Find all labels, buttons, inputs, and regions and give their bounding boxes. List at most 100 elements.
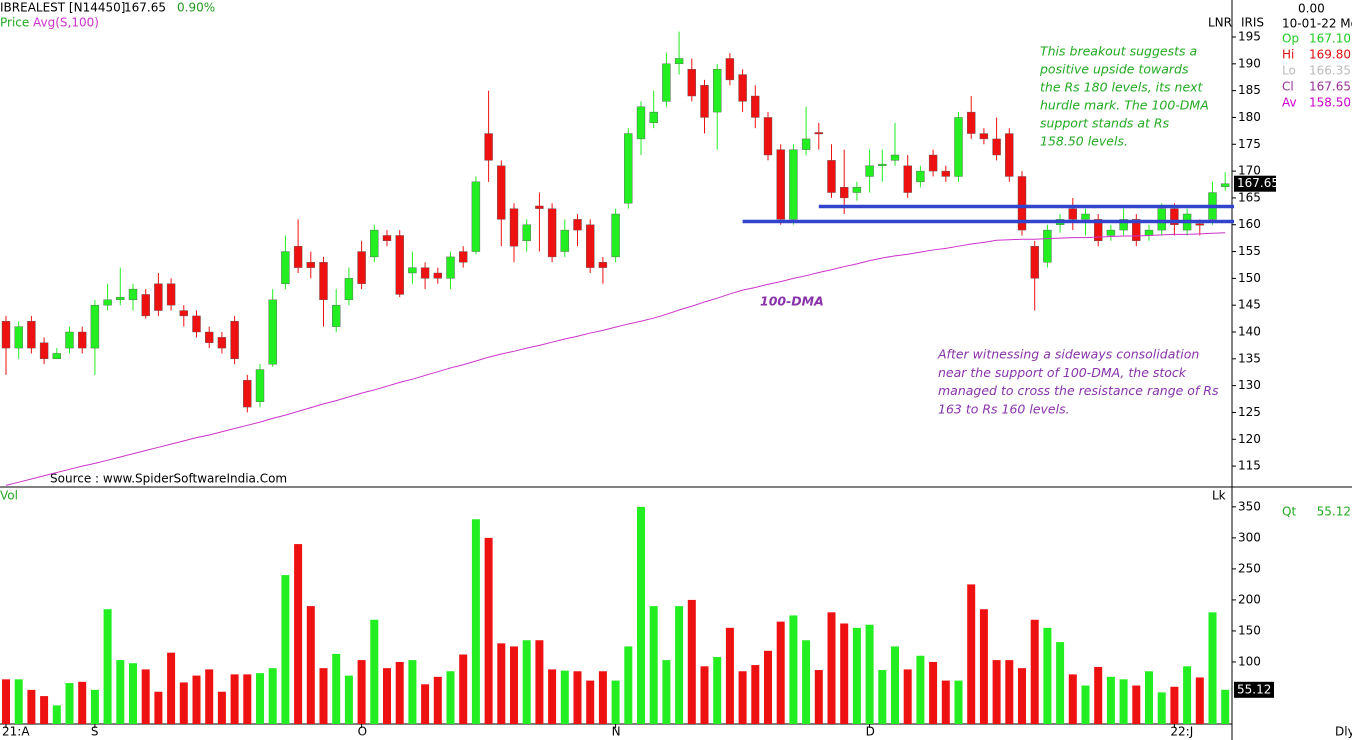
candle-body <box>103 299 112 306</box>
candle-body <box>662 63 671 102</box>
candle-body <box>1119 219 1128 231</box>
iris: IRIS <box>1241 16 1264 30</box>
volume-bar <box>497 643 506 724</box>
volume-bar <box>802 640 811 724</box>
volume-bar <box>548 669 557 724</box>
candle-body <box>319 262 328 301</box>
volume-bar <box>103 609 112 724</box>
candle-body <box>1081 213 1090 220</box>
info-name: Av <box>1282 96 1297 110</box>
x-tick-label: 22:J <box>1170 725 1193 739</box>
candle-body <box>878 163 887 166</box>
info-name: Op <box>1282 32 1299 46</box>
volume-bar <box>598 671 607 724</box>
volume-bar <box>129 663 137 724</box>
volume-bar <box>1068 674 1077 724</box>
dly: Dly <box>1335 725 1352 739</box>
volume-bar <box>1106 676 1115 724</box>
candle-body <box>776 149 785 220</box>
header-price: 167.65 <box>124 1 166 15</box>
candle-body <box>332 304 341 327</box>
candle-body <box>14 326 23 349</box>
candle-body <box>713 68 722 113</box>
y-tick-label: 150 <box>1238 271 1261 285</box>
candle-body <box>255 369 265 402</box>
source: Source : www.SpiderSoftwareIndia.Com <box>50 472 287 486</box>
volume-bar <box>154 691 163 724</box>
volume-bar <box>979 609 988 724</box>
volume-bar <box>1094 666 1103 724</box>
v-tick-label: 250 <box>1238 561 1261 575</box>
volume-tag-bg <box>1234 681 1274 698</box>
candle-body <box>357 251 366 284</box>
volume-bar <box>624 646 633 724</box>
candle-body <box>370 229 379 258</box>
vol-label: Vol <box>0 489 18 503</box>
volume-bar <box>40 696 49 724</box>
volume-bar <box>306 606 315 724</box>
info-value: 158.50 <box>1309 96 1351 110</box>
candle-body <box>865 165 874 177</box>
info-value: 167.10 <box>1309 32 1351 46</box>
volume-bar <box>1030 619 1039 724</box>
volume-bar <box>243 674 252 724</box>
y-tick-label: 160 <box>1238 217 1261 231</box>
candle-body <box>725 58 735 81</box>
candle-body <box>674 58 684 65</box>
volume-bar <box>344 675 353 724</box>
lnr: LNR <box>1208 16 1232 30</box>
candle-body <box>39 342 49 360</box>
volume-bar <box>1195 677 1204 724</box>
candle-body <box>65 331 74 349</box>
volume-bar <box>522 640 531 724</box>
volume-bar <box>1005 660 1014 724</box>
volume-bar <box>751 665 760 724</box>
volume-bar <box>14 679 23 724</box>
v-tick-label: 200 <box>1238 592 1261 606</box>
candle-body <box>852 186 862 193</box>
volume-bar <box>586 680 595 724</box>
info-name: Cl <box>1282 80 1294 94</box>
info-name: Hi <box>1282 48 1294 62</box>
candle-body <box>979 133 989 140</box>
candle-body <box>509 208 519 247</box>
y-tick-label: 125 <box>1238 405 1261 419</box>
volume-bar <box>967 584 976 724</box>
candle-body <box>204 331 214 343</box>
candle-body <box>446 256 455 279</box>
candle-body <box>1144 229 1154 236</box>
price-tag-bg <box>1234 175 1276 192</box>
volume-bar <box>408 660 417 724</box>
candle-body <box>1195 223 1205 226</box>
candle-body <box>586 224 595 268</box>
volume-bar <box>865 624 874 724</box>
volume-bar <box>611 680 620 724</box>
candle-body <box>471 181 481 252</box>
volume-bar <box>573 671 582 724</box>
candle-body <box>268 299 277 365</box>
volume-bar <box>510 646 518 724</box>
volume-bar <box>217 691 226 724</box>
candle-body <box>484 133 493 161</box>
candle-body <box>1068 208 1078 220</box>
candle-body <box>1157 208 1166 231</box>
candle-body <box>497 165 506 220</box>
y-tick-label: 120 <box>1238 432 1261 446</box>
volume-bar <box>929 661 938 724</box>
v-tick-label: 300 <box>1238 530 1261 544</box>
candle-body <box>827 160 836 193</box>
candle-body <box>281 251 290 284</box>
candle-body <box>306 262 315 268</box>
volume-bar <box>891 646 899 724</box>
volume-bar <box>916 655 925 724</box>
candle-body <box>1043 229 1052 263</box>
volume-bar <box>713 656 722 724</box>
volume-bar <box>725 627 734 724</box>
volume-bar <box>1183 666 1192 724</box>
volume-bar <box>840 623 849 724</box>
candle-body <box>1005 133 1014 177</box>
volume-bar <box>738 671 747 724</box>
volume-bar <box>421 684 430 724</box>
y-tick-label: 140 <box>1238 324 1261 338</box>
volume-bar <box>52 705 61 724</box>
